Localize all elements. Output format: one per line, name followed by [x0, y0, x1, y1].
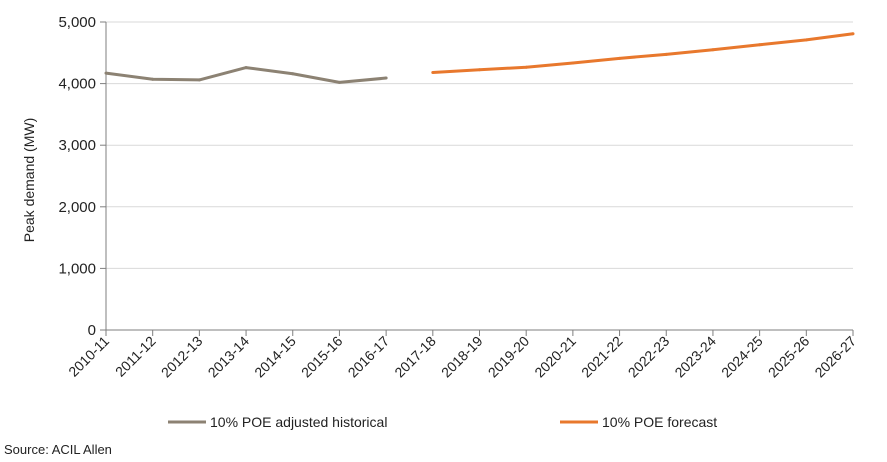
data-point — [804, 38, 808, 42]
chart-container: 0 1,000 2,000 3,000 4,000 5,000 2010-11 2011-1… — [21, 14, 860, 430]
x-tick-label: 2013-14 — [205, 333, 253, 381]
x-tick-label: 2012-13 — [158, 333, 206, 381]
y-tick-label: 1,000 — [58, 260, 96, 277]
x-tick-label: 2022-23 — [625, 333, 673, 381]
y-tick-label: 0 — [88, 322, 96, 339]
data-point — [618, 56, 622, 60]
data-point — [244, 66, 248, 70]
gridlines — [100, 21, 853, 331]
series-line — [432, 32, 854, 75]
data-point — [104, 71, 108, 75]
data-point — [524, 65, 528, 69]
x-tick-labels: 2010-11 2011-12 2012-13 2013-14 2014-15 2015-… — [65, 333, 859, 381]
data-point — [758, 43, 762, 47]
y-tick-label: 4,000 — [58, 76, 96, 93]
x-tick-label: 2018-19 — [438, 333, 486, 381]
data-point — [384, 76, 388, 80]
x-tick-label: 2024-25 — [718, 333, 766, 381]
x-tick-label: 2015-16 — [298, 333, 346, 381]
line-chart: 0 1,000 2,000 3,000 4,000 5,000 2010-11 2011-1… — [21, 14, 859, 430]
data-point — [151, 77, 155, 81]
x-tick-label: 2025-26 — [765, 333, 813, 381]
data-point — [664, 52, 668, 56]
x-tick-label: 2011-12 — [112, 333, 159, 380]
data-point — [711, 48, 715, 52]
source-note: Source: ACIL Allen — [4, 442, 112, 457]
legend: 10% POE adjusted historical 10% POE forec… — [168, 414, 717, 430]
x-tick-label: 2021-22 — [578, 333, 626, 381]
series-lines — [104, 32, 855, 84]
y-tick-labels: 0 1,000 2,000 3,000 4,000 5,000 — [58, 14, 96, 339]
data-point — [478, 68, 481, 72]
legend-label: 10% POE adjusted historical — [210, 414, 387, 430]
x-tick-label: 2016-17 — [345, 333, 393, 381]
data-point — [291, 72, 295, 76]
data-point — [571, 61, 575, 65]
y-tick-label: 5,000 — [58, 14, 96, 31]
y-tick-label: 3,000 — [58, 137, 96, 154]
x-tick-label: 2014-15 — [251, 333, 299, 381]
x-tick-label: 2019-20 — [485, 333, 533, 381]
data-point — [431, 71, 435, 75]
y-axis-label: Peak demand (MW) — [21, 118, 37, 242]
x-tick-label: 2010-11 — [65, 333, 112, 380]
x-tick-label: 2026-27 — [811, 333, 859, 381]
data-point — [851, 32, 855, 36]
x-tick-label: 2020-21 — [531, 333, 579, 381]
series-line — [105, 66, 387, 84]
legend-label: 10% POE forecast — [602, 414, 717, 430]
y-tick-label: 2,000 — [58, 199, 96, 216]
x-tick-label: 2017-18 — [391, 333, 439, 381]
x-tick-label: 2023-24 — [671, 333, 719, 381]
data-point — [337, 80, 341, 84]
data-point — [197, 78, 201, 82]
